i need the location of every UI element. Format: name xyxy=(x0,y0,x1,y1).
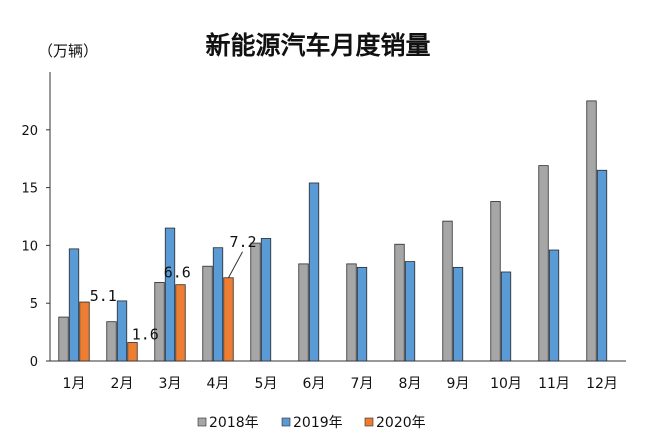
data-label-leader xyxy=(228,251,243,279)
legend-swatch xyxy=(364,417,374,427)
bar xyxy=(442,220,453,362)
bar xyxy=(538,165,549,362)
bar xyxy=(298,263,309,362)
x-tick-label: 12月 xyxy=(586,376,618,392)
x-tick-label: 1月 xyxy=(63,376,86,392)
bar xyxy=(175,284,186,362)
data-label: 7.2 xyxy=(230,233,257,251)
x-tick-label: 9月 xyxy=(447,376,470,392)
bar xyxy=(452,266,464,362)
legend-swatch xyxy=(281,417,291,427)
bar xyxy=(202,265,213,362)
bar xyxy=(250,242,261,362)
legend-swatch xyxy=(197,417,207,427)
bar xyxy=(79,301,90,362)
bar xyxy=(164,227,176,362)
legend: 2018年 2019年 2020年 xyxy=(197,415,426,431)
axes: 0 5 10 15 20 1月 2月 3月 4月 5月 6月 7月 8月 9月 10月 11月 12月 xyxy=(21,72,626,392)
bars xyxy=(58,100,608,362)
x-tick-label: 8月 xyxy=(399,376,422,392)
bar xyxy=(58,316,69,362)
y-tick-label: 0 xyxy=(30,355,38,370)
bar xyxy=(308,182,320,362)
chart-title: 新能源汽车月度销量 xyxy=(205,31,430,60)
legend-label: 2019年 xyxy=(293,415,343,431)
data-label: 1.6 xyxy=(132,326,159,344)
bar xyxy=(116,300,128,362)
bar xyxy=(212,247,224,362)
bar xyxy=(154,281,165,362)
bar xyxy=(346,263,357,362)
bar xyxy=(586,100,597,362)
bar xyxy=(548,249,560,362)
bar xyxy=(356,266,368,362)
x-tick-label: 6月 xyxy=(303,376,326,392)
x-tick-label: 11月 xyxy=(538,376,570,392)
bar xyxy=(490,201,501,362)
bar xyxy=(127,342,138,362)
data-label: 6.6 xyxy=(164,264,191,282)
bar xyxy=(404,261,416,362)
x-tick-label: 10月 xyxy=(490,376,522,392)
x-tick-label: 7月 xyxy=(351,376,374,392)
bar xyxy=(68,248,80,362)
y-tick-label: 15 xyxy=(21,182,38,197)
x-tick-label: 5月 xyxy=(255,376,278,392)
bar xyxy=(260,238,272,362)
bar xyxy=(596,169,608,362)
bar xyxy=(394,243,405,362)
bar xyxy=(223,277,234,362)
unit-label: （万辆） xyxy=(38,42,98,60)
bar xyxy=(106,321,117,362)
data-labels: 5.1 1.6 6.6 7.2 xyxy=(90,233,257,344)
y-tick-label: 20 xyxy=(21,124,38,139)
x-tick-label: 2月 xyxy=(111,376,134,392)
data-label: 5.1 xyxy=(90,287,117,305)
legend-label: 2020年 xyxy=(376,415,426,431)
x-tick-label: 4月 xyxy=(207,376,230,392)
y-tick-label: 5 xyxy=(30,297,38,312)
y-tick-label: 10 xyxy=(21,239,38,254)
x-tick-label: 3月 xyxy=(159,376,182,392)
legend-label: 2018年 xyxy=(209,415,259,431)
bar xyxy=(500,271,512,362)
